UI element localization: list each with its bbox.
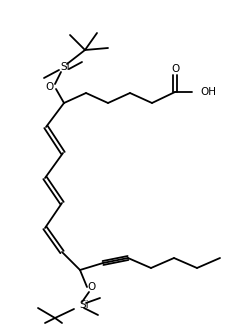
Text: OH: OH: [200, 87, 216, 97]
Text: Si: Si: [60, 62, 70, 72]
Text: O: O: [45, 82, 53, 92]
Text: Si: Si: [79, 300, 89, 310]
Text: O: O: [88, 282, 96, 292]
Text: O: O: [171, 64, 179, 74]
